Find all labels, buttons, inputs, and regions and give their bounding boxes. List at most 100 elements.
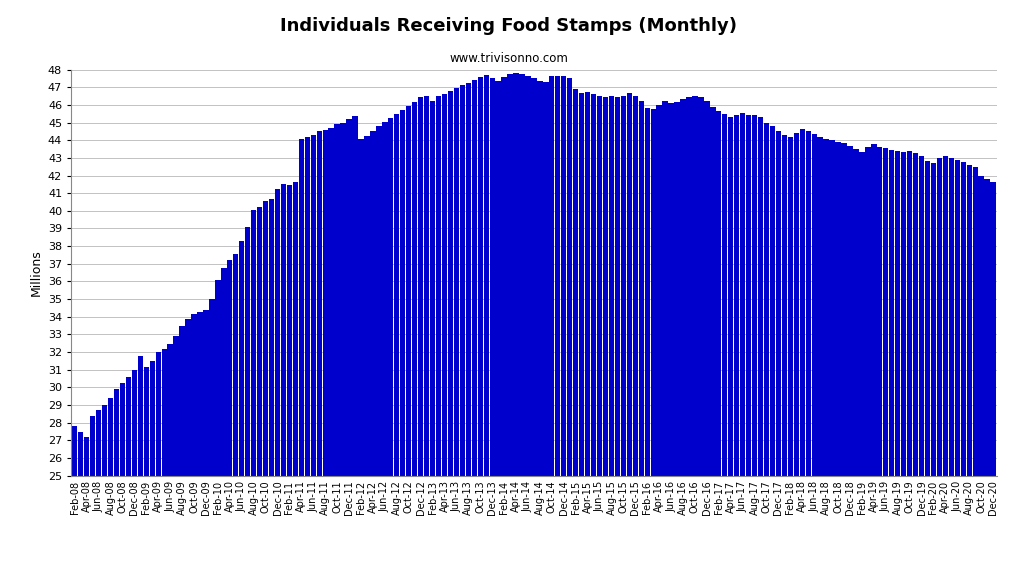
Bar <box>656 105 662 580</box>
Bar <box>835 142 841 580</box>
Bar <box>197 311 202 580</box>
Bar <box>693 96 698 580</box>
Bar <box>645 108 650 580</box>
Bar <box>322 130 327 580</box>
Bar <box>483 75 489 580</box>
Bar <box>841 143 847 580</box>
Bar <box>520 74 525 580</box>
Bar <box>174 336 179 580</box>
Bar <box>972 166 978 580</box>
Bar <box>543 82 548 580</box>
Bar <box>847 146 852 580</box>
Bar <box>441 94 447 580</box>
Bar <box>143 367 149 580</box>
Bar <box>901 152 906 580</box>
Bar <box>865 147 871 580</box>
Bar <box>168 343 173 580</box>
Bar <box>776 131 781 580</box>
Bar <box>233 253 238 580</box>
Bar <box>257 207 262 580</box>
Bar <box>388 118 394 580</box>
Bar <box>758 117 763 580</box>
Bar <box>132 370 137 580</box>
Bar <box>287 185 292 580</box>
Bar <box>567 78 573 580</box>
Bar <box>978 176 983 580</box>
Bar <box>84 437 89 580</box>
Bar <box>149 361 155 580</box>
Bar <box>710 107 716 580</box>
Bar <box>740 113 745 580</box>
Bar <box>352 116 358 580</box>
Bar <box>364 136 369 580</box>
Bar <box>651 109 656 580</box>
Bar <box>752 115 758 580</box>
Bar <box>918 157 924 580</box>
Bar <box>620 96 626 580</box>
Bar <box>745 115 752 580</box>
Bar <box>275 190 281 580</box>
Y-axis label: Millions: Millions <box>29 249 43 296</box>
Bar <box>991 182 996 580</box>
Bar <box>495 81 500 580</box>
Bar <box>472 80 477 580</box>
Bar <box>734 115 739 580</box>
Bar <box>662 101 668 580</box>
Bar <box>668 103 673 580</box>
Bar <box>156 352 161 580</box>
Bar <box>126 376 131 580</box>
Bar <box>221 268 227 580</box>
Bar <box>245 227 250 580</box>
Bar <box>281 184 286 580</box>
Bar <box>412 102 417 580</box>
Bar <box>561 76 566 580</box>
Bar <box>585 92 590 580</box>
Bar <box>614 97 620 580</box>
Bar <box>549 75 554 580</box>
Bar <box>591 94 596 580</box>
Bar <box>102 405 107 580</box>
Bar <box>400 110 406 580</box>
Bar <box>924 161 931 580</box>
Bar <box>514 73 519 580</box>
Bar <box>335 124 340 580</box>
Bar <box>937 158 942 580</box>
Bar <box>555 75 560 580</box>
Text: www.trivisonno.com: www.trivisonno.com <box>450 52 567 65</box>
Bar <box>137 356 143 580</box>
Bar <box>216 280 221 580</box>
Bar <box>949 158 954 580</box>
Bar <box>728 117 733 580</box>
Bar <box>382 122 387 580</box>
Bar <box>537 81 543 580</box>
Bar <box>251 209 256 580</box>
Bar <box>966 165 972 580</box>
Bar <box>210 299 215 580</box>
Bar <box>418 97 423 580</box>
Bar <box>674 103 679 580</box>
Bar <box>507 74 513 580</box>
Bar <box>633 96 638 580</box>
Bar <box>162 349 167 580</box>
Bar <box>799 129 804 580</box>
Bar <box>818 137 823 580</box>
Bar <box>955 160 960 580</box>
Bar <box>454 88 459 580</box>
Bar <box>436 96 441 580</box>
Bar <box>812 134 817 580</box>
Bar <box>227 260 233 580</box>
Bar <box>883 148 889 580</box>
Bar <box>704 101 710 580</box>
Bar <box>108 398 113 580</box>
Bar <box>478 77 483 580</box>
Bar <box>686 97 692 580</box>
Bar <box>78 432 83 580</box>
Bar <box>793 133 799 580</box>
Bar <box>203 310 208 580</box>
Bar <box>573 89 579 580</box>
Bar <box>263 201 268 580</box>
Bar <box>824 139 829 580</box>
Text: Individuals Receiving Food Stamps (Monthly): Individuals Receiving Food Stamps (Month… <box>280 17 737 35</box>
Bar <box>626 93 632 580</box>
Bar <box>787 137 793 580</box>
